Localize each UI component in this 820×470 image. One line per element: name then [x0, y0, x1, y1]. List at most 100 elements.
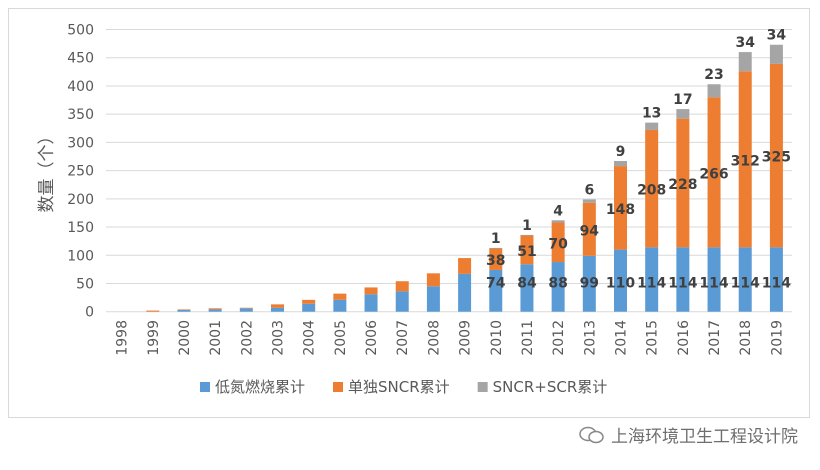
- x-tick-label: 2017: [707, 320, 723, 356]
- data-label: 34: [735, 35, 755, 51]
- bar-segment: [333, 299, 347, 312]
- x-tick-label: 2002: [239, 320, 255, 356]
- data-label: 208: [637, 183, 666, 199]
- y-tick-label: 250: [67, 164, 94, 180]
- y-axis-label: 数量（个）: [37, 128, 57, 213]
- bar-segment: [239, 307, 253, 309]
- y-tick-label: 400: [67, 79, 94, 95]
- bar-segment: [769, 63, 783, 248]
- data-label: 99: [580, 276, 599, 292]
- x-tick-label: 2014: [614, 320, 630, 356]
- data-label: 70: [548, 236, 568, 252]
- bar-segment: [769, 44, 783, 64]
- bar-segment: [208, 309, 222, 312]
- y-tick-label: 100: [67, 248, 94, 264]
- bar-segment: [614, 249, 627, 312]
- y-tick-label: 350: [67, 107, 94, 123]
- bar-segment: [271, 304, 284, 308]
- bar-segment: [582, 255, 596, 312]
- data-label: 94: [580, 223, 600, 239]
- data-label: 228: [668, 177, 697, 193]
- data-label: 148: [606, 202, 635, 218]
- x-tick-label: 2004: [302, 320, 318, 356]
- bar-segment: [426, 286, 440, 312]
- legend-label: SNCR+SCR累计: [493, 378, 608, 396]
- y-tick-label: 0: [85, 305, 94, 321]
- data-label: 1: [522, 218, 532, 234]
- x-tick-label: 2008: [426, 320, 442, 356]
- data-label: 13: [642, 106, 661, 122]
- bar-segment: [364, 294, 378, 312]
- x-tick-label: 2019: [769, 320, 785, 356]
- data-label: 114: [637, 276, 666, 292]
- bar-segment: [707, 84, 721, 98]
- x-tick-label: 1998: [115, 320, 131, 356]
- data-label: 312: [731, 153, 760, 169]
- bar-segment: [614, 166, 627, 250]
- x-tick-label: 2010: [489, 320, 505, 356]
- x-tick-label: 2016: [676, 320, 692, 356]
- data-label: 51: [517, 244, 536, 260]
- data-label: 74: [486, 276, 506, 292]
- x-tick-label: 2005: [333, 320, 349, 356]
- x-tick-label: 2009: [458, 320, 474, 356]
- data-label: 17: [673, 92, 692, 108]
- y-tick-label: 200: [67, 192, 94, 208]
- data-label: 1: [491, 231, 501, 247]
- data-label: 114: [699, 276, 728, 292]
- bar-segment: [458, 273, 472, 312]
- y-tick-label: 450: [67, 51, 94, 67]
- bar-segment: [582, 202, 596, 256]
- y-tick-label: 50: [76, 276, 94, 292]
- bar-segment: [738, 247, 752, 312]
- bar-segment: [395, 291, 409, 312]
- legend-label: 低氮燃烧累计: [215, 378, 305, 396]
- y-tick-label: 150: [67, 220, 94, 236]
- bar-segment: [489, 247, 503, 249]
- bar-segment: [208, 308, 222, 310]
- legend-label: 单独SNCR累计: [348, 378, 450, 396]
- x-tick-label: 2012: [551, 320, 567, 356]
- data-label: 266: [699, 166, 728, 182]
- bar-segment: [738, 52, 752, 72]
- data-label: 110: [606, 276, 635, 292]
- bar-segment: [645, 129, 659, 248]
- bar-segment: [769, 247, 783, 312]
- y-tick-label: 500: [67, 23, 94, 39]
- bar-segment: [520, 234, 534, 236]
- data-label: 4: [553, 203, 563, 219]
- x-tick-label: 2001: [208, 320, 224, 356]
- bar-segment: [333, 293, 347, 300]
- bar-segment: [395, 281, 409, 292]
- data-label: 114: [731, 276, 760, 292]
- bar-segment: [551, 222, 565, 263]
- data-label: 114: [668, 276, 697, 292]
- bar-segment: [645, 122, 659, 130]
- bar-segment: [146, 310, 160, 312]
- wechat-icon: [579, 426, 605, 444]
- data-label: 9: [616, 144, 626, 160]
- x-tick-label: 2000: [177, 320, 193, 356]
- x-tick-label: 2013: [582, 320, 598, 356]
- x-tick-label: 2007: [395, 320, 411, 356]
- bar-segment: [551, 262, 565, 312]
- bar-segment: [458, 258, 472, 274]
- data-label: 34: [767, 28, 787, 44]
- legend-swatch: [333, 382, 344, 392]
- bar-segment: [239, 308, 253, 312]
- chart-frame: [8, 8, 810, 418]
- bar-segment: [707, 247, 721, 312]
- x-tick-label: 1999: [146, 320, 162, 356]
- data-label: 6: [584, 182, 594, 198]
- x-tick-label: 2018: [738, 320, 754, 356]
- bar-segment: [177, 309, 191, 311]
- watermark: 上海环境卫生工程设计院: [579, 422, 798, 447]
- bar-segment: [645, 247, 659, 312]
- x-tick-label: 2006: [364, 320, 380, 356]
- bar-segment: [707, 97, 721, 248]
- bar-segment: [520, 264, 534, 312]
- bar-segment: [582, 199, 596, 203]
- bar-segment: [614, 161, 627, 167]
- data-label: 84: [517, 276, 537, 292]
